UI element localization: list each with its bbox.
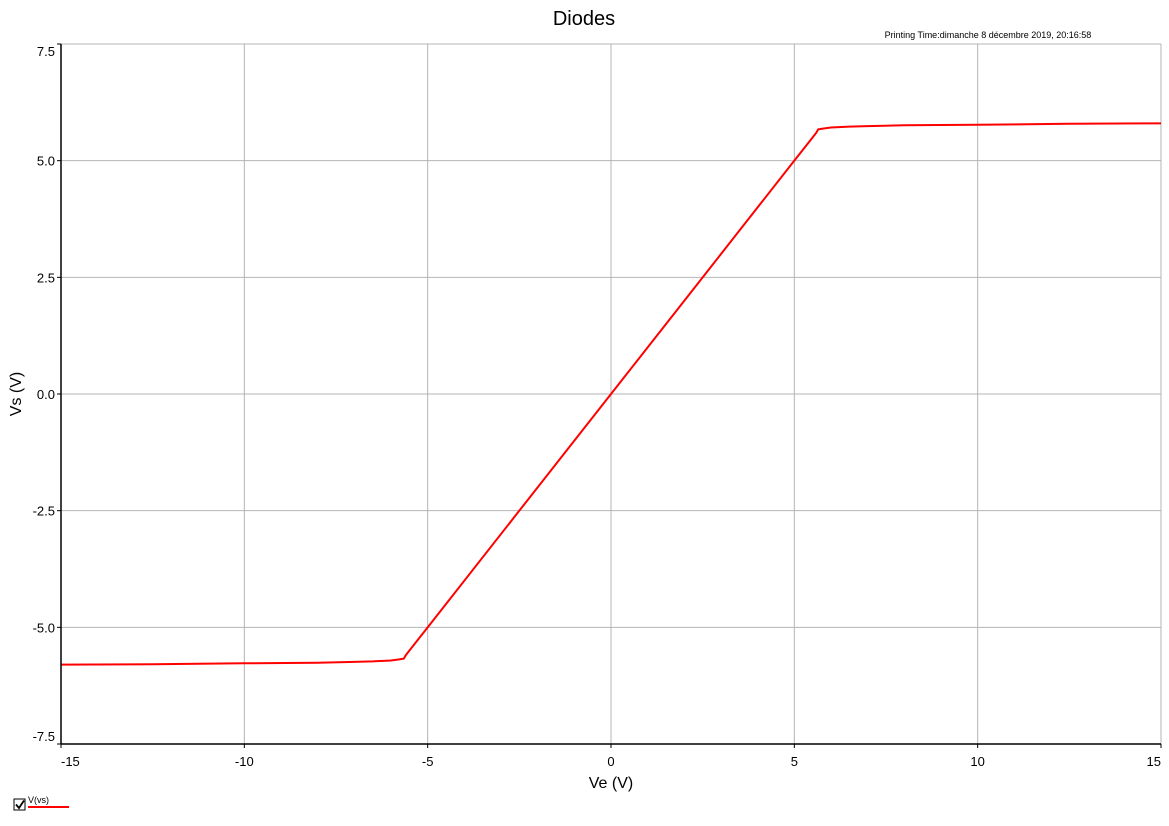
x-tick-label: -10: [235, 754, 254, 769]
x-tick-label: 5: [791, 754, 798, 769]
x-axis-ticks: -15 -10 -5 0 5 10 15: [60, 744, 1162, 769]
y-tick-label: 5.0: [37, 154, 55, 169]
y-axis-label: Vs (V): [8, 372, 25, 416]
y-tick-label: 0.0: [37, 387, 55, 402]
legend: V(vs): [13, 795, 69, 811]
printing-time: Printing Time:dimanche 8 décembre 2019, …: [885, 30, 1092, 40]
series-line-vvs: [60, 122, 1162, 666]
x-tick-label: 10: [970, 754, 984, 769]
x-tick-label: -15: [61, 754, 80, 769]
y-tick-label: -2.5: [33, 504, 55, 519]
legend-label: V(vs): [28, 795, 49, 805]
x-axis-label: Ve (V): [589, 775, 633, 792]
plot-series: [60, 122, 1162, 666]
y-tick-label: 7.5: [37, 44, 55, 59]
checkmark-icon: [15, 800, 25, 810]
chart-title: Diodes: [553, 8, 615, 30]
y-tick-label: -7.5: [33, 729, 55, 744]
x-tick-label: 15: [1147, 754, 1161, 769]
legend-checkbox[interactable]: [13, 798, 26, 811]
y-tick-label: 2.5: [37, 270, 55, 285]
y-axis-ticks: 7.5 5.0 2.5 0.0 -2.5 -5.0 -7.5: [33, 43, 61, 745]
y-tick-label: -5.0: [33, 620, 55, 635]
x-tick-label: -5: [422, 754, 434, 769]
grid: [61, 43, 1162, 744]
x-tick-label: 0: [607, 754, 614, 769]
